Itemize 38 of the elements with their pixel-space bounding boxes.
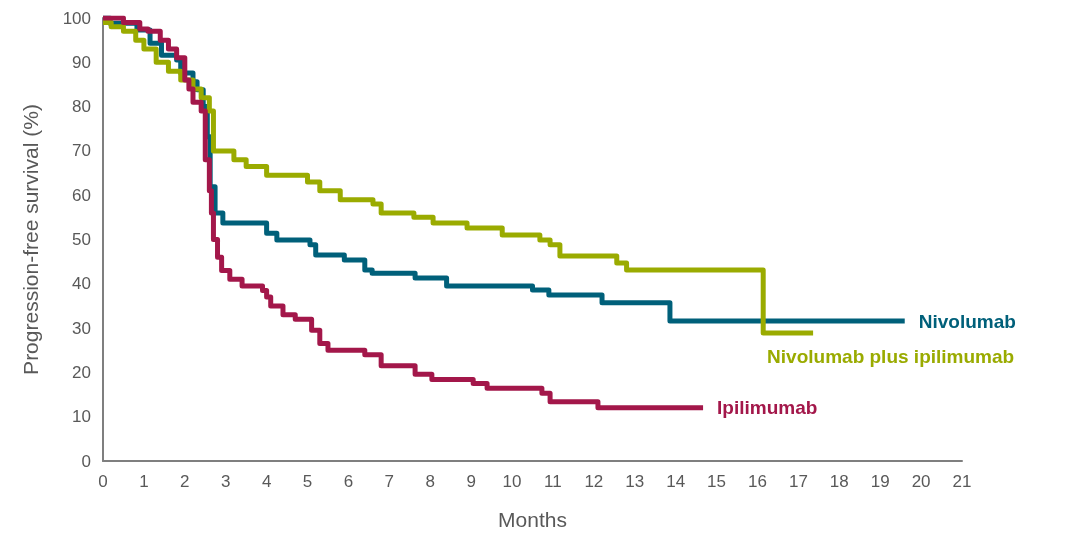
y-tick-label: 90 xyxy=(72,52,91,72)
x-tick-label: 5 xyxy=(302,472,313,491)
y-tick-label: 40 xyxy=(72,274,91,294)
x-tick-label: 6 xyxy=(343,472,354,491)
x-tick-label: 12 xyxy=(584,472,604,491)
series-label: Ipilimumab xyxy=(717,397,818,419)
y-tick-label: 60 xyxy=(72,185,91,205)
x-tick-label: 0 xyxy=(98,472,108,491)
y-tick-label: 50 xyxy=(72,230,91,249)
x-tick-label: 1 xyxy=(139,472,149,491)
x-tick-label: 15 xyxy=(707,472,727,491)
y-tick-label: 70 xyxy=(72,141,91,161)
y-tick-label: 100 xyxy=(62,8,91,28)
x-tick-label: 9 xyxy=(466,472,476,491)
y-axis-title: Progression-free survival (%) xyxy=(19,104,42,375)
y-tick-label: 30 xyxy=(72,318,91,338)
x-tick-label: 20 xyxy=(911,472,931,491)
x-tick-label: 21 xyxy=(952,472,972,491)
x-tick-label: 18 xyxy=(829,472,849,491)
x-tick-label: 17 xyxy=(788,472,808,491)
x-tick-label: 16 xyxy=(748,472,767,491)
x-tick-label: 13 xyxy=(625,472,645,491)
series-label: Nivolumab xyxy=(918,310,1016,332)
y-tick-label: 10 xyxy=(72,407,91,427)
x-tick-label: 7 xyxy=(384,472,395,491)
x-tick-label: 3 xyxy=(220,472,231,491)
x-tick-label: 11 xyxy=(544,472,562,491)
x-tick-label: 14 xyxy=(666,472,686,491)
y-tick-label: 20 xyxy=(72,362,91,382)
y-tick-label: 0 xyxy=(81,451,91,471)
x-tick-label: 4 xyxy=(261,472,272,491)
x-tick-label: 19 xyxy=(870,472,890,491)
x-tick-label: 2 xyxy=(180,472,190,491)
x-axis-title: Months xyxy=(498,508,567,531)
x-tick-label: 10 xyxy=(502,472,522,491)
y-tick-label: 80 xyxy=(72,97,91,117)
x-tick-label: 8 xyxy=(425,472,435,491)
series-label: Nivolumab plus ipilimumab xyxy=(767,346,1015,368)
